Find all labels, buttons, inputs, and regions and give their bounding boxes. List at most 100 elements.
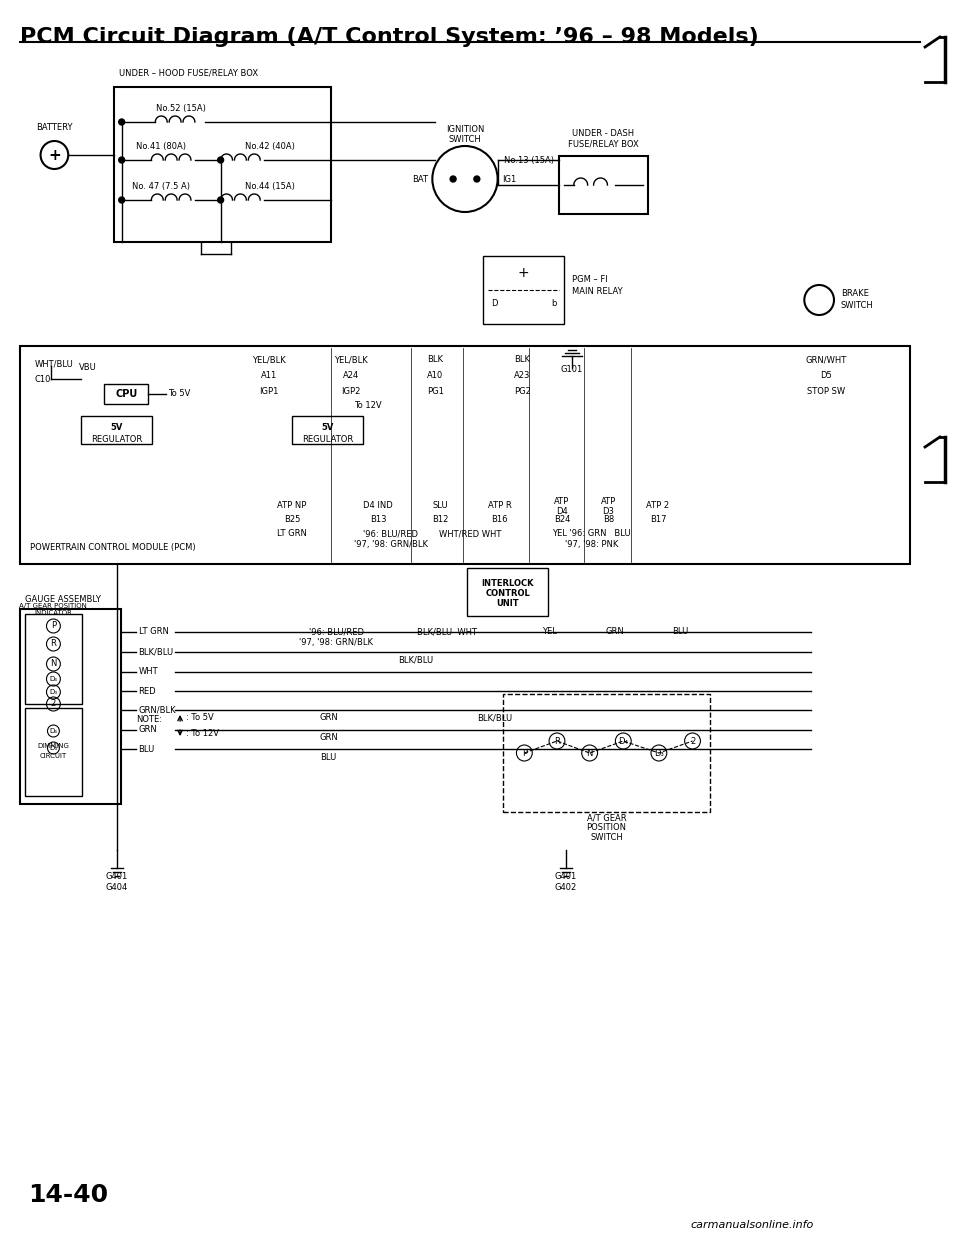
Text: ATP R: ATP R xyxy=(488,502,512,510)
Circle shape xyxy=(119,197,125,202)
Bar xyxy=(467,568,548,616)
Text: P: P xyxy=(522,749,527,758)
Circle shape xyxy=(218,197,224,202)
Text: : To 5V: : To 5V xyxy=(186,713,214,723)
Text: A24: A24 xyxy=(343,371,359,380)
Text: PGM – FI: PGM – FI xyxy=(572,276,608,284)
Bar xyxy=(104,384,149,404)
Text: INDICATOR: INDICATOR xyxy=(35,610,72,616)
Text: PG1: PG1 xyxy=(427,388,444,396)
Text: IGP1: IGP1 xyxy=(259,388,278,396)
Text: B24: B24 xyxy=(554,515,570,524)
Text: A10: A10 xyxy=(427,371,444,380)
Text: No. 47 (7.5 A): No. 47 (7.5 A) xyxy=(132,183,190,191)
Text: WHT/BLU: WHT/BLU xyxy=(35,359,73,369)
Text: b: b xyxy=(551,299,557,308)
Text: UNDER - DASH: UNDER - DASH xyxy=(572,129,635,139)
Text: R: R xyxy=(554,737,560,745)
Text: B12: B12 xyxy=(432,515,448,524)
Text: RED: RED xyxy=(138,687,156,696)
Text: D₃: D₃ xyxy=(49,745,58,751)
Text: +: + xyxy=(517,266,529,279)
Text: No.41 (80A): No.41 (80A) xyxy=(136,143,186,152)
Text: 2: 2 xyxy=(51,699,56,708)
Bar xyxy=(114,87,331,242)
Text: To 12V: To 12V xyxy=(354,401,382,411)
Text: 5V: 5V xyxy=(110,424,123,432)
Text: G401
G402: G401 G402 xyxy=(555,872,577,892)
Text: B16: B16 xyxy=(492,515,508,524)
Circle shape xyxy=(474,176,480,183)
Circle shape xyxy=(119,156,125,163)
Text: ATP: ATP xyxy=(601,498,616,507)
Text: BLK/BLU: BLK/BLU xyxy=(477,713,513,723)
Text: GRN: GRN xyxy=(606,627,625,636)
Text: 14-40: 14-40 xyxy=(28,1182,108,1207)
Text: YEL '96: GRN   BLU: YEL '96: GRN BLU xyxy=(552,529,631,539)
Text: G101: G101 xyxy=(561,365,583,375)
Text: BLK/BLU: BLK/BLU xyxy=(138,647,174,657)
Text: GRN: GRN xyxy=(319,734,338,743)
Text: D: D xyxy=(492,299,498,308)
Text: D5: D5 xyxy=(820,371,832,380)
Text: IGP2: IGP2 xyxy=(342,388,361,396)
Bar xyxy=(25,614,83,704)
Text: CIRCUIT: CIRCUIT xyxy=(39,753,67,759)
Text: ATP NP: ATP NP xyxy=(277,502,306,510)
Text: GAUGE ASSEMBLY: GAUGE ASSEMBLY xyxy=(25,595,101,604)
Text: No.42 (40A): No.42 (40A) xyxy=(245,143,295,152)
Text: R: R xyxy=(51,640,57,648)
Text: A23: A23 xyxy=(515,371,531,380)
Text: BLK/BLU  WHT: BLK/BLU WHT xyxy=(418,627,477,636)
Text: INTERLOCK: INTERLOCK xyxy=(481,580,534,589)
Text: +: + xyxy=(48,148,60,163)
Text: A/T GEAR: A/T GEAR xyxy=(587,814,626,822)
Text: YEL: YEL xyxy=(541,627,557,636)
Text: 2: 2 xyxy=(690,737,695,745)
Text: BRAKE: BRAKE xyxy=(841,289,869,298)
Text: A11: A11 xyxy=(261,371,277,380)
Text: CONTROL: CONTROL xyxy=(485,590,530,599)
Text: P: P xyxy=(51,621,56,631)
Text: IGNITION: IGNITION xyxy=(445,124,484,133)
Text: BAT: BAT xyxy=(413,174,428,184)
Text: '96: BLU/RED: '96: BLU/RED xyxy=(309,627,364,636)
Text: LT GRN: LT GRN xyxy=(276,529,307,539)
Text: YEL/BLK: YEL/BLK xyxy=(252,355,286,364)
Text: SWITCH: SWITCH xyxy=(448,134,481,144)
Text: SWITCH: SWITCH xyxy=(841,301,874,309)
Text: PCM Circuit Diagram (A/T Control System: ’96 – 98 Models): PCM Circuit Diagram (A/T Control System:… xyxy=(20,27,758,47)
Text: A/T GEAR POSITION: A/T GEAR POSITION xyxy=(19,604,87,609)
Bar xyxy=(503,694,710,812)
Text: REGULATOR: REGULATOR xyxy=(91,436,142,445)
Text: No.52 (15A): No.52 (15A) xyxy=(156,104,206,113)
Text: YEL/BLK: YEL/BLK xyxy=(334,355,368,364)
Text: BLU: BLU xyxy=(138,744,155,754)
Text: GRN/WHT: GRN/WHT xyxy=(805,355,847,364)
Text: BLK: BLK xyxy=(515,355,530,364)
Text: G401
G404: G401 G404 xyxy=(106,872,128,892)
Bar xyxy=(25,708,83,796)
Text: SWITCH: SWITCH xyxy=(590,833,623,842)
Text: D₄: D₄ xyxy=(49,728,58,734)
Text: CPU: CPU xyxy=(115,389,137,399)
Text: D3: D3 xyxy=(603,508,614,517)
Circle shape xyxy=(218,156,224,163)
Text: GRN/BLK: GRN/BLK xyxy=(138,705,176,714)
Text: REGULATOR: REGULATOR xyxy=(301,436,353,445)
Text: DIMMING: DIMMING xyxy=(37,743,69,749)
Text: GRN: GRN xyxy=(138,725,157,734)
Text: '97, '98: GRN/BLK: '97, '98: GRN/BLK xyxy=(300,637,373,647)
Text: BLU: BLU xyxy=(673,627,688,636)
Text: D₄: D₄ xyxy=(618,737,628,745)
Text: 5V: 5V xyxy=(322,424,334,432)
Text: D₃: D₃ xyxy=(49,689,58,696)
Bar xyxy=(20,609,121,804)
Bar xyxy=(559,156,648,214)
Text: : To 12V: : To 12V xyxy=(186,729,219,738)
Circle shape xyxy=(450,176,456,183)
Bar xyxy=(292,416,363,443)
Bar xyxy=(82,416,153,443)
Text: '97, '98: GRN/BLK: '97, '98: GRN/BLK xyxy=(354,539,428,549)
Text: N: N xyxy=(50,660,57,668)
